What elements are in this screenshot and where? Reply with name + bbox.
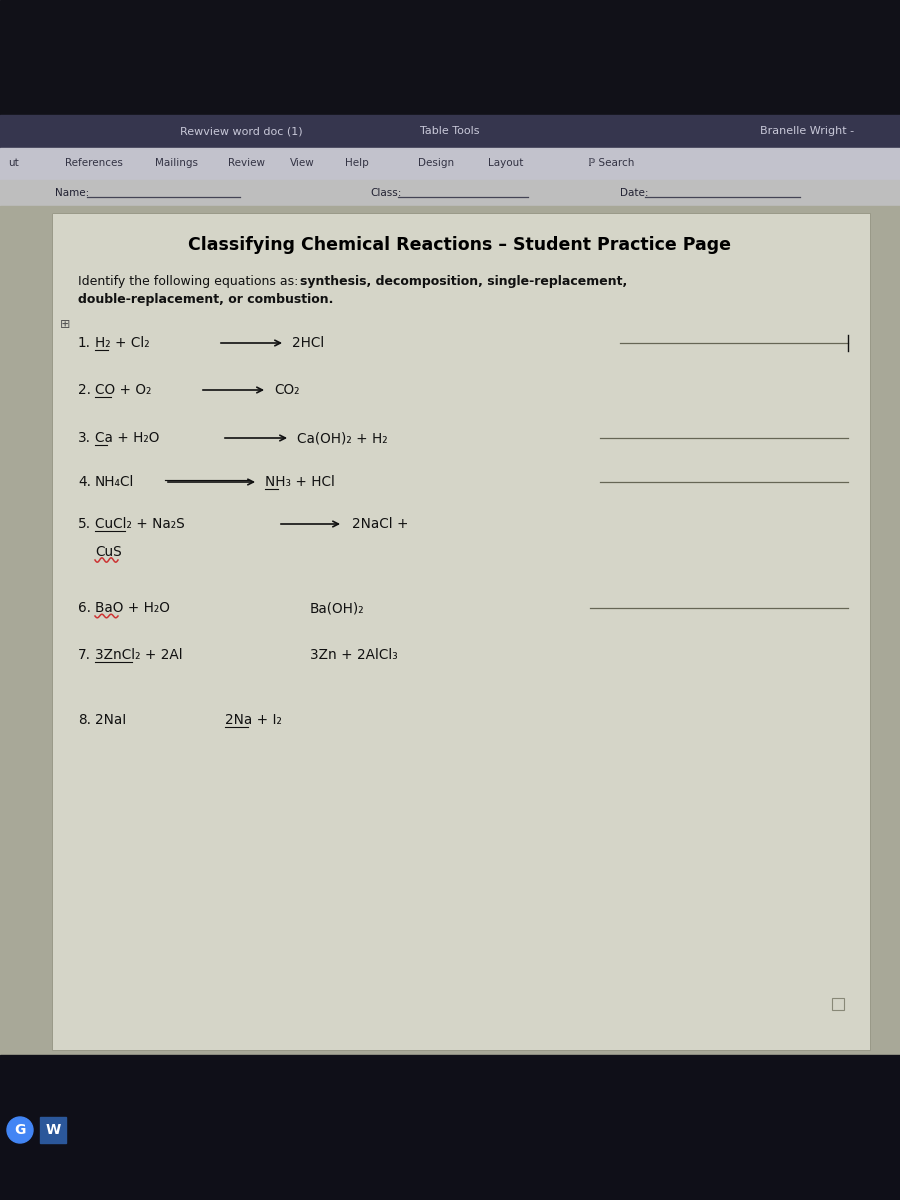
- Text: CuCl₂ + Na₂S: CuCl₂ + Na₂S: [95, 517, 184, 530]
- Text: CO + O₂: CO + O₂: [95, 383, 151, 397]
- Text: 3.: 3.: [78, 431, 91, 445]
- Text: Ca(OH)₂ + H₂: Ca(OH)₂ + H₂: [297, 431, 388, 445]
- Text: 2NaCl +: 2NaCl +: [352, 517, 409, 530]
- Bar: [40, 1117, 66, 1142]
- Text: Review: Review: [228, 158, 265, 168]
- Text: Class:: Class:: [370, 188, 401, 198]
- Text: ⊞: ⊞: [60, 318, 70, 331]
- Text: NH₃ + HCl: NH₃ + HCl: [265, 475, 335, 490]
- Text: 5.: 5.: [78, 517, 91, 530]
- Text: 3Zn + 2AlCl₃: 3Zn + 2AlCl₃: [310, 648, 398, 662]
- Text: 8.: 8.: [78, 713, 91, 727]
- Bar: [0, 148, 900, 180]
- Text: synthesis, decomposition, single-replacement,: synthesis, decomposition, single-replace…: [300, 275, 627, 288]
- Text: 2NaI: 2NaI: [95, 713, 126, 727]
- Text: Ca + H₂O: Ca + H₂O: [95, 431, 159, 445]
- Text: Table Tools: Table Tools: [420, 126, 480, 136]
- Text: 6.: 6.: [78, 601, 91, 614]
- Text: Classifying Chemical Reactions – Student Practice Page: Classifying Chemical Reactions – Student…: [188, 236, 732, 254]
- Text: ut: ut: [8, 158, 19, 168]
- Text: 3ZnCl₂ + 2Al: 3ZnCl₂ + 2Al: [95, 648, 183, 662]
- Text: NH₄Cl: NH₄Cl: [95, 475, 134, 490]
- Text: 7.: 7.: [78, 648, 91, 662]
- Bar: [52, 214, 870, 1050]
- Text: G: G: [14, 1123, 26, 1138]
- Text: Branelle Wright -: Branelle Wright -: [760, 126, 854, 136]
- Bar: [832, 998, 844, 1010]
- Text: BaO + H₂O: BaO + H₂O: [95, 601, 170, 614]
- Text: Name:: Name:: [55, 188, 89, 198]
- Text: 2HCl: 2HCl: [292, 336, 324, 350]
- Text: ℙ Search: ℙ Search: [588, 158, 634, 168]
- Text: double-replacement, or combustion.: double-replacement, or combustion.: [78, 293, 333, 306]
- Text: Mailings: Mailings: [155, 158, 198, 168]
- Text: CO₂: CO₂: [274, 383, 300, 397]
- Bar: [0, 115, 900, 148]
- Text: Date:: Date:: [620, 188, 649, 198]
- Text: H₂ + Cl₂: H₂ + Cl₂: [95, 336, 149, 350]
- Text: 2.: 2.: [78, 383, 91, 397]
- Text: Rewview word doc (1): Rewview word doc (1): [180, 126, 302, 136]
- Text: Help: Help: [345, 158, 369, 168]
- Text: 4.: 4.: [78, 475, 91, 490]
- Bar: [52, 214, 870, 1050]
- Text: Identify the following equations as:: Identify the following equations as:: [78, 275, 302, 288]
- Bar: [0, 180, 900, 206]
- Text: View: View: [290, 158, 315, 168]
- Text: Design: Design: [418, 158, 454, 168]
- Text: Layout: Layout: [488, 158, 524, 168]
- Text: W: W: [45, 1123, 60, 1138]
- Bar: [0, 0, 900, 115]
- Text: 2Na + I₂: 2Na + I₂: [225, 713, 282, 727]
- Circle shape: [7, 1117, 33, 1142]
- Bar: [0, 1055, 900, 1200]
- Text: CuS: CuS: [95, 545, 122, 559]
- Bar: [0, 206, 900, 1055]
- Text: References: References: [65, 158, 123, 168]
- Text: Ba(OH)₂: Ba(OH)₂: [310, 601, 364, 614]
- Text: 1.: 1.: [78, 336, 91, 350]
